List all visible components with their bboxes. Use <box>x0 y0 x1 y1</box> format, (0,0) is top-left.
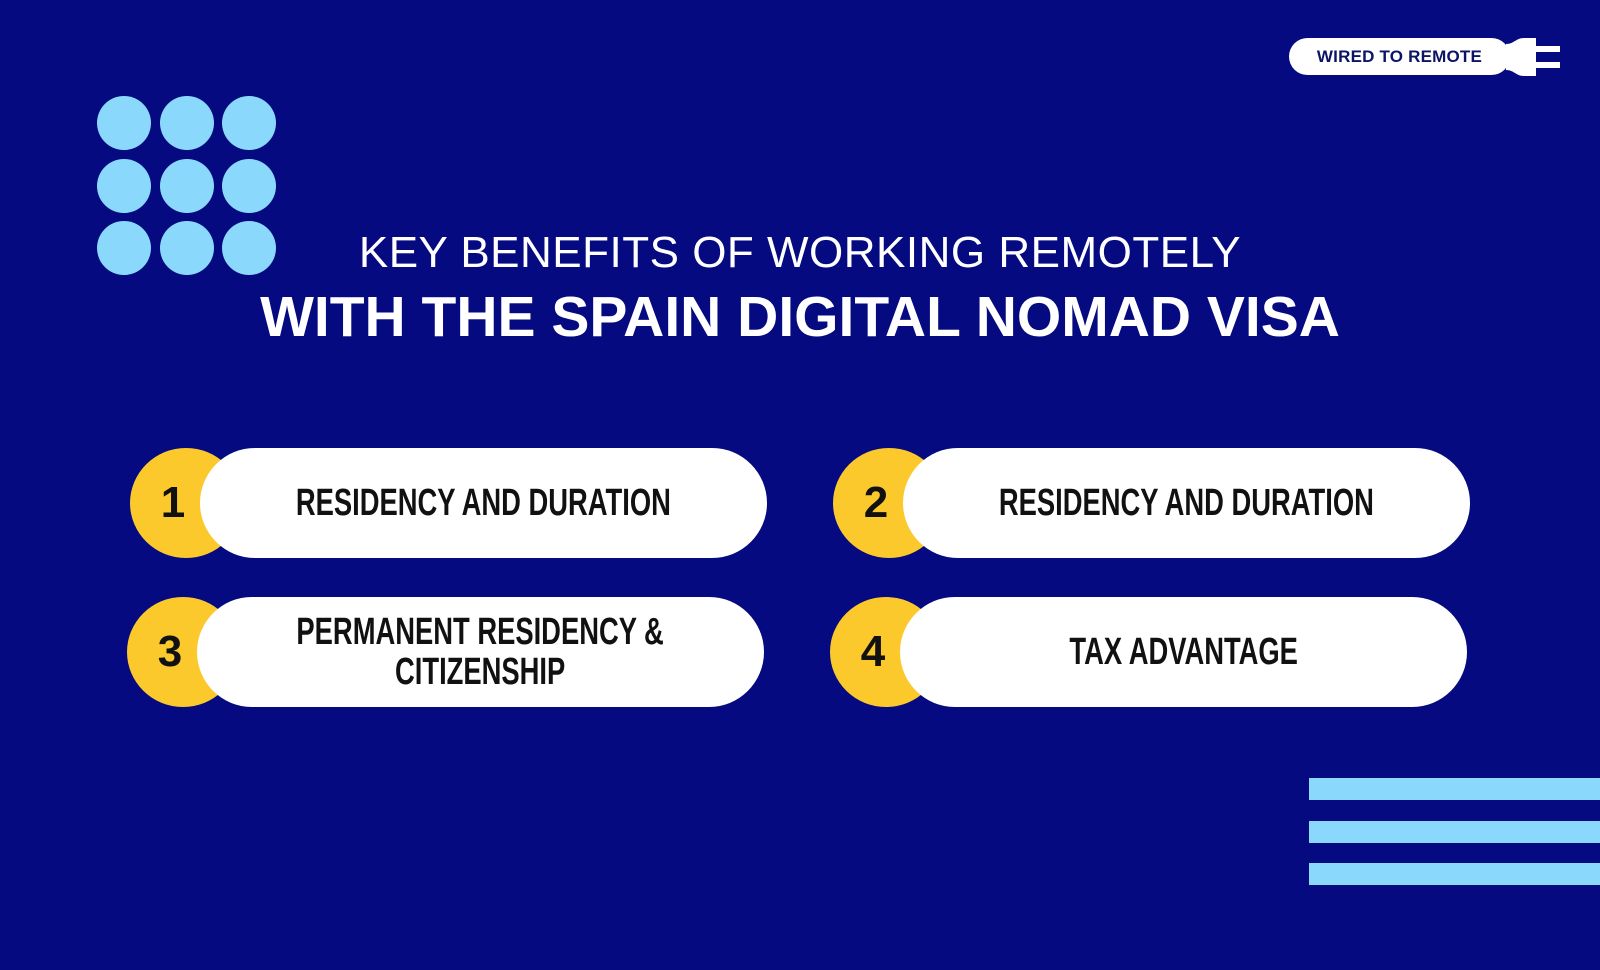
dot <box>222 96 276 150</box>
dot <box>160 96 214 150</box>
dot <box>222 159 276 213</box>
benefit-item-1: 1 RESIDENCY AND DURATION <box>130 448 770 558</box>
benefit-label: TAX ADVANTAGE <box>1069 631 1298 673</box>
title-line-1: KEY BENEFITS OF WORKING REMOTELY <box>358 228 1242 277</box>
benefit-label: RESIDENCY AND DURATION <box>296 482 671 524</box>
number-label: 2 <box>863 478 889 527</box>
number-label: 1 <box>160 478 186 527</box>
benefit-item-4: 4 TAX ADVANTAGE <box>830 597 1470 707</box>
plug-icon <box>1506 38 1560 76</box>
dot <box>222 221 276 275</box>
stripe <box>1309 821 1600 843</box>
benefit-item-2: 2 RESIDENCY AND DURATION <box>833 448 1473 558</box>
brand-badge: WIRED TO REMOTE <box>1289 38 1510 75</box>
dot <box>160 221 214 275</box>
benefit-label: RESIDENCY AND DURATION <box>999 482 1374 524</box>
benefit-item-3: 3 PERMANENT RESIDENCY & CITIZENSHIP <box>127 597 767 707</box>
benefit-pill: PERMANENT RESIDENCY & CITIZENSHIP <box>197 597 764 707</box>
number-label: 4 <box>860 627 886 676</box>
benefit-pill: RESIDENCY AND DURATION <box>903 448 1470 558</box>
dot <box>97 221 151 275</box>
title-line-2: WITH THE SPAIN DIGITAL NOMAD VISA <box>260 285 1340 349</box>
dot <box>160 159 214 213</box>
benefit-label: PERMANENT RESIDENCY & CITIZENSHIP <box>296 611 665 693</box>
dot <box>97 159 151 213</box>
stripe <box>1309 778 1600 800</box>
number-label: 3 <box>157 627 183 676</box>
benefit-pill: TAX ADVANTAGE <box>900 597 1467 707</box>
benefit-pill: RESIDENCY AND DURATION <box>200 448 767 558</box>
dot <box>97 96 151 150</box>
brand-label: WIRED TO REMOTE <box>1316 46 1483 66</box>
stripe <box>1309 863 1600 885</box>
